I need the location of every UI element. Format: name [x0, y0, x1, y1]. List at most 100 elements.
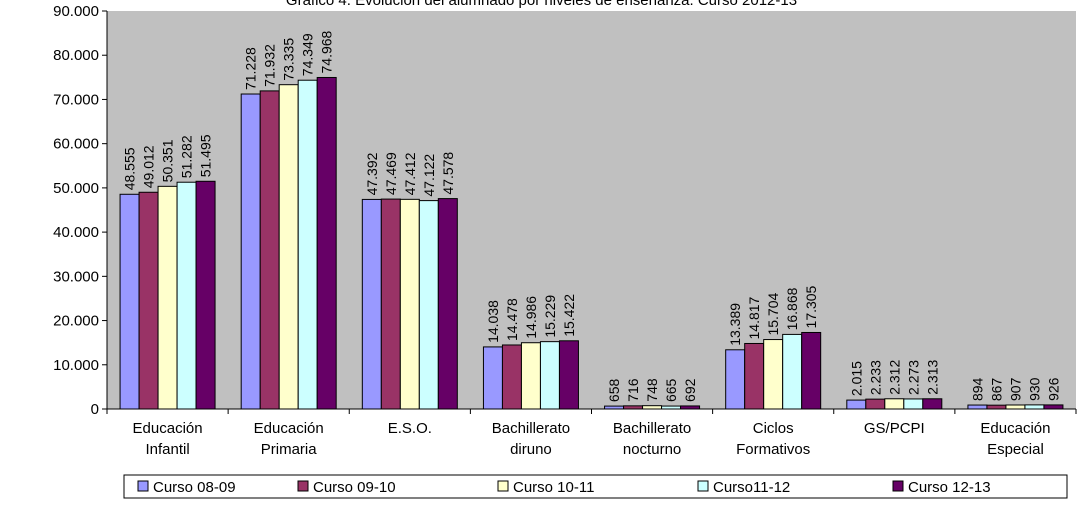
bar — [195, 180, 216, 410]
bar — [399, 198, 420, 410]
y-tick-label: 20.000 — [53, 313, 99, 330]
bar-data-label: 2.015 — [848, 361, 864, 396]
x-category-label: Ciclos — [753, 420, 794, 437]
bar-data-label: 47.578 — [440, 152, 456, 195]
bar-data-label: 867 — [988, 378, 1004, 402]
bar — [801, 331, 822, 410]
bar-data-label: 47.412 — [402, 152, 418, 195]
bar-data-label: 716 — [625, 378, 641, 402]
x-category-label: Bachillerato — [613, 420, 691, 437]
bar-data-label: 692 — [682, 378, 698, 402]
bar — [539, 341, 560, 410]
bar-data-label: 16.868 — [784, 287, 800, 330]
bar — [176, 181, 197, 410]
bars — [119, 76, 1064, 410]
x-category-label: Infantil — [145, 441, 189, 458]
bar-data-label: 74.968 — [319, 30, 335, 73]
bar-data-label: 51.495 — [198, 134, 214, 177]
legend-label: Curso 10-11 — [513, 479, 594, 496]
x-category-label: nocturno — [623, 441, 681, 458]
y-tick-label: 50.000 — [53, 180, 99, 197]
bar — [967, 404, 988, 410]
legend-label: Curso 12-13 — [908, 479, 991, 496]
bar-data-label: 47.469 — [383, 152, 399, 195]
bar — [501, 344, 522, 410]
bar — [361, 198, 382, 410]
bar-data-label: 50.351 — [160, 139, 176, 182]
legend-swatch — [137, 480, 149, 492]
bar — [782, 333, 803, 410]
legend-swatch — [497, 480, 509, 492]
bar — [278, 84, 299, 410]
bar — [297, 79, 318, 410]
y-tick-label: 80.000 — [53, 47, 99, 64]
bar-data-label: 907 — [1007, 377, 1023, 401]
bar — [558, 340, 579, 410]
bar-data-label: 13.389 — [727, 303, 743, 346]
legend-label: Curso11-12 — [713, 479, 790, 496]
x-category-label: GS/PCPI — [864, 420, 925, 437]
bar-data-label: 51.282 — [179, 135, 195, 178]
bar — [138, 191, 159, 410]
bar — [763, 339, 784, 410]
bar — [1024, 404, 1045, 410]
bar — [623, 405, 644, 410]
bar — [157, 185, 178, 410]
x-category-label: Educación — [254, 420, 324, 437]
x-category-label: Especial — [987, 441, 1044, 458]
bar-data-label: 73.335 — [281, 38, 297, 81]
bar — [903, 398, 924, 410]
bar-data-label: 2.312 — [886, 360, 902, 395]
bar-data-label: 47.392 — [364, 152, 380, 195]
bar — [316, 76, 337, 410]
bar-data-label: 14.817 — [746, 296, 762, 339]
bar-data-label: 15.704 — [765, 293, 781, 336]
bar — [1043, 404, 1064, 410]
x-category-label: Educación — [133, 420, 203, 437]
legend-swatch — [892, 480, 904, 492]
legend-swatch — [697, 480, 709, 492]
bar-data-label: 930 — [1026, 377, 1042, 401]
bar-data-label: 17.305 — [803, 285, 819, 328]
x-category-label: Educación — [980, 420, 1050, 437]
y-tick-label: 70.000 — [53, 91, 99, 108]
x-category-label: Primaria — [261, 441, 317, 458]
bar — [520, 342, 541, 410]
y-tick-label: 0 — [91, 401, 99, 418]
y-tick-label: 30.000 — [53, 268, 99, 285]
bar-data-label: 748 — [644, 378, 660, 402]
bar-data-label: 47.122 — [421, 154, 437, 197]
y-tick-label: 10.000 — [53, 357, 99, 374]
x-axis: Educación Infantil Educación Primaria E.S.O.… — [106, 408, 1077, 458]
y-tick-label: 60.000 — [53, 136, 99, 153]
legend: Curso 08-09 Curso 09-10 Curso 10-11 Curso11… — [123, 474, 1068, 499]
x-category-label: diruno — [510, 441, 552, 458]
y-tick-label: 40.000 — [53, 224, 99, 241]
bar — [380, 198, 401, 410]
bar-data-label: 15.422 — [561, 294, 577, 337]
bar-data-label: 2.233 — [867, 360, 883, 395]
y-tick-label: 90.000 — [53, 3, 99, 20]
x-category-label: Bachillerato — [492, 420, 570, 437]
bar-data-label: 14.986 — [523, 296, 539, 339]
bar-data-label: 74.349 — [300, 33, 316, 76]
bar — [437, 198, 458, 410]
bar — [680, 405, 701, 410]
bar — [865, 398, 886, 410]
chart-title: Gráfico 4. Evolución del alumnado por ni… — [285, 0, 798, 9]
bar-data-label: 48.555 — [122, 147, 138, 190]
legend-swatch — [297, 480, 309, 492]
bar-data-label: 926 — [1045, 377, 1061, 401]
bar-data-label: 665 — [663, 378, 679, 402]
bar-data-label: 71.228 — [243, 47, 259, 90]
legend-label: Curso 08-09 — [153, 479, 236, 496]
bar — [240, 93, 261, 410]
bar — [986, 404, 1007, 410]
bar — [884, 398, 905, 410]
bar — [744, 342, 765, 410]
bar — [661, 405, 682, 410]
legend-box — [123, 474, 1068, 499]
x-category-label: E.S.O. — [388, 420, 432, 437]
